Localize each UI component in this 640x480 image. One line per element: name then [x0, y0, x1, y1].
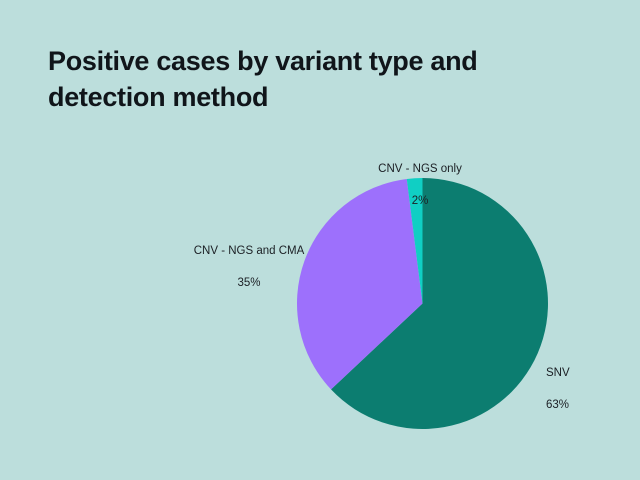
- pie-label-cnv-ngs-only-value: 2%: [411, 194, 429, 207]
- pie-label-snv-name: SNV: [546, 366, 570, 379]
- pie-slices: [296, 178, 548, 429]
- page-title: Positive cases by variant type and detec…: [48, 46, 478, 112]
- pie-label-cnv-ngs-only-name: CNV - NGS only: [378, 162, 462, 175]
- pie-label-snv: SNV 63%: [546, 350, 626, 429]
- pie-slice-cnv-ngs-and-cma[interactable]: [296, 178, 423, 390]
- pie-label-snv-value: 63%: [546, 398, 570, 411]
- pie-label-cnv-ngs-and-cma-value: 35%: [237, 276, 261, 289]
- pie-slice-cnv-ngs-only[interactable]: [406, 178, 423, 304]
- pie-label-cnv-ngs-only: CNV - NGS only 2%: [340, 146, 500, 225]
- pie-slice-snv[interactable]: [331, 178, 548, 429]
- pie-label-cnv-ngs-and-cma-name: CNV - NGS and CMA: [193, 244, 305, 257]
- pie-label-cnv-ngs-and-cma: CNV - NGS and CMA 35%: [169, 228, 329, 307]
